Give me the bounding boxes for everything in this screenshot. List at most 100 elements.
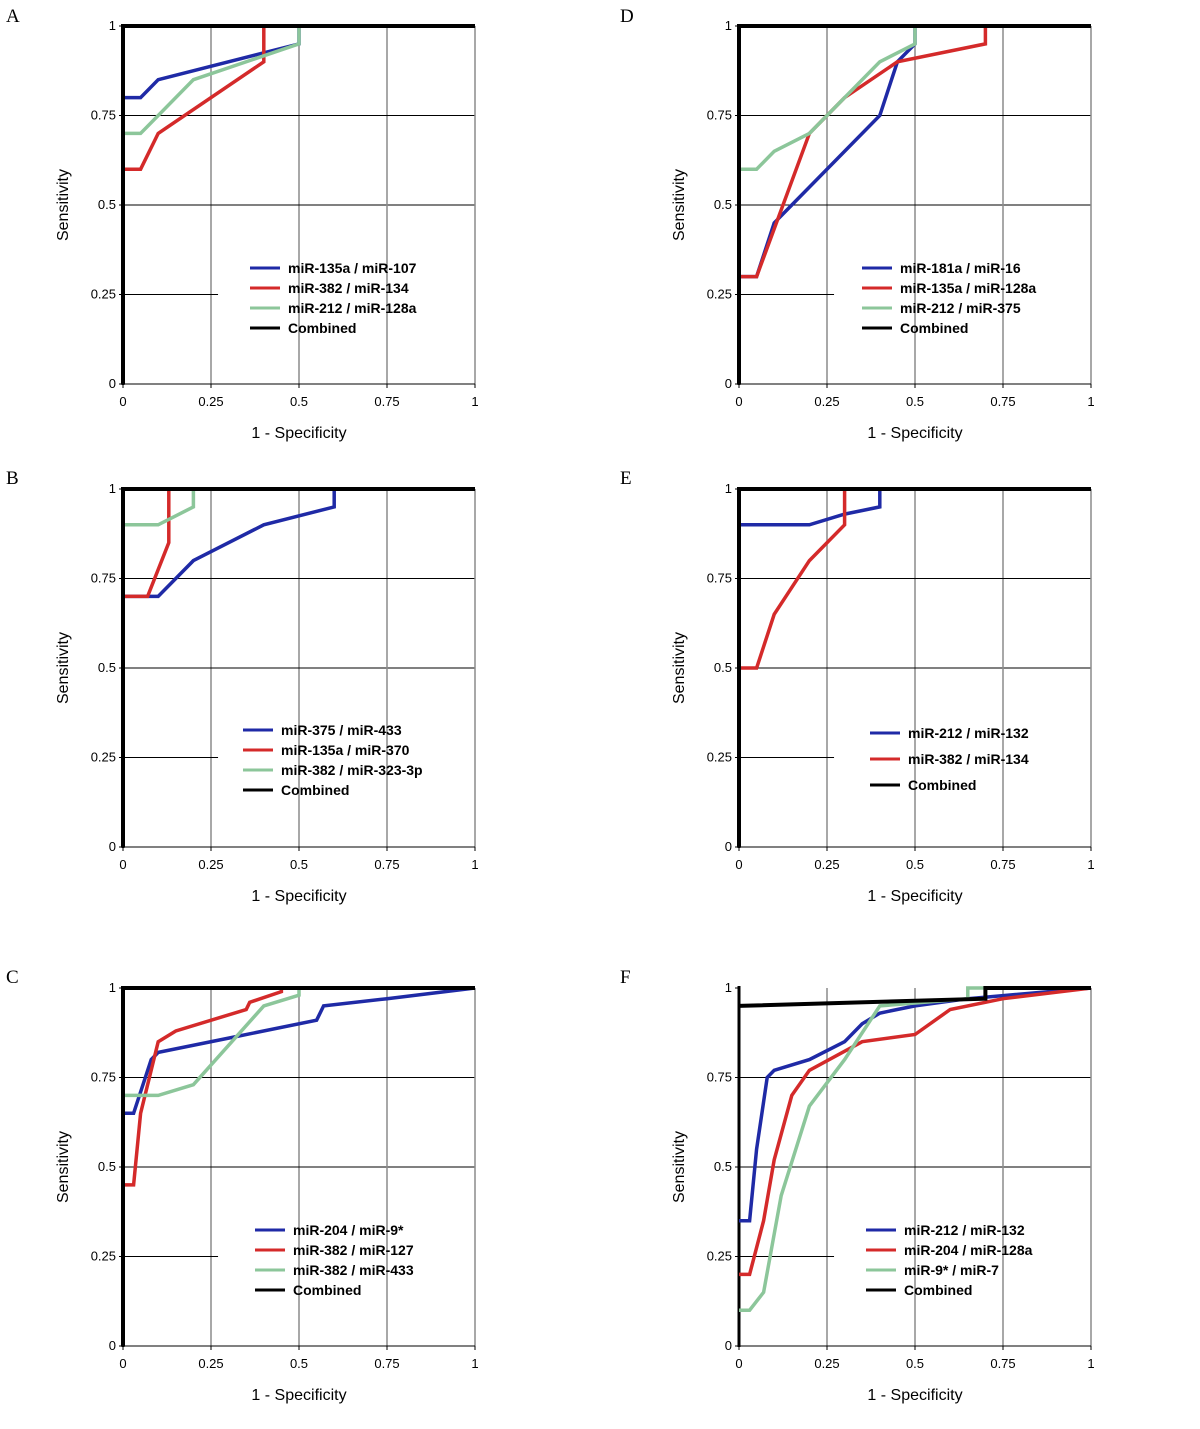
x-tick-label: 0.25 bbox=[198, 857, 223, 872]
y-tick-label: 0.75 bbox=[707, 571, 732, 586]
series-line-combined bbox=[738, 986, 1091, 1008]
x-tick-label: 1 bbox=[1087, 394, 1094, 409]
legend-entry: miR-382 / miR-433 bbox=[293, 1262, 414, 1278]
y-tick-label: 0.75 bbox=[91, 571, 116, 586]
y-tick-label: 0 bbox=[725, 1338, 732, 1353]
x-tick-label: 0 bbox=[119, 857, 126, 872]
legend-entry: Combined bbox=[281, 782, 349, 798]
series-line-combined bbox=[737, 24, 1091, 384]
legend-entry: miR-212 / miR-132 bbox=[908, 725, 1029, 741]
y-axis-label: Sensitivity bbox=[671, 632, 688, 704]
x-tick-label: 0.5 bbox=[906, 394, 924, 409]
x-tick-label: 0.75 bbox=[990, 394, 1015, 409]
legend-entry: Combined bbox=[904, 1282, 972, 1298]
panel-a: A 0 0.25 0.5 0.75 1 0 0.25 0.5 0.75 1 1 - Specifici… bbox=[6, 6, 479, 442]
y-tick-label: 1 bbox=[109, 980, 116, 995]
legend-entry: miR-382 / miR-127 bbox=[293, 1242, 414, 1258]
series-line-combined bbox=[737, 487, 1091, 847]
x-tick-label: 0.5 bbox=[906, 1356, 924, 1371]
x-tick-label: 0 bbox=[119, 394, 126, 409]
x-tick-label: 0 bbox=[119, 1356, 126, 1371]
x-tick-label: 0 bbox=[735, 394, 742, 409]
legend-entry: Combined bbox=[288, 320, 356, 336]
x-tick-label: 1 bbox=[471, 394, 478, 409]
y-axis-label: Sensitivity bbox=[671, 1131, 688, 1203]
series-line-mir-212-mir-375 bbox=[739, 24, 1091, 171]
y-tick-label: 0 bbox=[109, 839, 116, 854]
legend-entry: miR-204 / miR-9* bbox=[293, 1222, 404, 1238]
y-tick-label: 0 bbox=[109, 1338, 116, 1353]
x-axis-label: 1 - Specificity bbox=[867, 888, 962, 905]
legend-entry: miR-135a / miR-107 bbox=[288, 260, 417, 276]
x-axis-label: 1 - Specificity bbox=[251, 1387, 346, 1404]
legend-entry: miR-135a / miR-370 bbox=[281, 742, 410, 758]
legend-entry: miR-9* / miR-7 bbox=[904, 1262, 999, 1278]
x-tick-label: 0.75 bbox=[374, 1356, 399, 1371]
x-tick-label: 0.75 bbox=[990, 1356, 1015, 1371]
y-tick-label: 1 bbox=[109, 481, 116, 496]
y-axis-label: Sensitivity bbox=[55, 632, 72, 704]
x-tick-label: 0 bbox=[735, 1356, 742, 1371]
y-tick-label: 0.5 bbox=[98, 197, 116, 212]
series-line-combined bbox=[121, 986, 475, 1346]
y-axis-label: Sensitivity bbox=[671, 169, 688, 241]
y-tick-label: 1 bbox=[109, 18, 116, 33]
legend-entry: Combined bbox=[908, 777, 976, 793]
y-axis-label: Sensitivity bbox=[55, 1131, 72, 1203]
x-tick-label: 0.75 bbox=[990, 857, 1015, 872]
x-tick-label: 1 bbox=[1087, 857, 1094, 872]
x-tick-label: 0.25 bbox=[814, 857, 839, 872]
y-tick-label: 0 bbox=[109, 376, 116, 391]
y-tick-label: 0.25 bbox=[707, 1249, 732, 1264]
y-tick-label: 0.5 bbox=[98, 1159, 116, 1174]
panel-letter: F bbox=[620, 967, 631, 988]
x-tick-label: 0.5 bbox=[290, 394, 308, 409]
panel-e: E 0 0.25 0.5 0.75 1 0 0.25 0.5 0.75 1 1 - Specifici… bbox=[620, 468, 1095, 905]
legend-entry: miR-382 / miR-134 bbox=[908, 751, 1029, 767]
x-tick-label: 1 bbox=[471, 1356, 478, 1371]
legend-entry: miR-212 / miR-128a bbox=[288, 300, 417, 316]
panel-letter: D bbox=[620, 6, 634, 27]
legend-entry: Combined bbox=[293, 1282, 361, 1298]
panel-c: C 0 0.25 0.5 0.75 1 0 0.25 0.5 0.75 1 1 - Specifici… bbox=[6, 967, 479, 1404]
y-tick-label: 0.25 bbox=[707, 750, 732, 765]
y-tick-label: 1 bbox=[725, 980, 732, 995]
x-tick-label: 0.25 bbox=[814, 394, 839, 409]
y-tick-label: 0.75 bbox=[91, 1070, 116, 1085]
y-tick-label: 0.25 bbox=[91, 750, 116, 765]
x-axis-label: 1 - Specificity bbox=[867, 1387, 962, 1404]
x-axis-label: 1 - Specificity bbox=[251, 425, 346, 442]
legend-entry: miR-135a / miR-128a bbox=[900, 280, 1036, 296]
legend-entry: miR-212 / miR-375 bbox=[900, 300, 1021, 316]
x-tick-label: 0.5 bbox=[290, 857, 308, 872]
x-tick-label: 0.25 bbox=[198, 1356, 223, 1371]
y-tick-label: 0.75 bbox=[707, 1070, 732, 1085]
y-tick-label: 0 bbox=[725, 376, 732, 391]
legend-entry: miR-204 / miR-128a bbox=[904, 1242, 1033, 1258]
x-axis-label: 1 - Specificity bbox=[867, 425, 962, 442]
series-line-mir-135a-mir-128a bbox=[739, 24, 1091, 279]
x-tick-label: 0.25 bbox=[198, 394, 223, 409]
y-tick-label: 0.75 bbox=[91, 108, 116, 123]
x-tick-label: 0.75 bbox=[374, 857, 399, 872]
y-tick-label: 0.5 bbox=[98, 660, 116, 675]
x-tick-label: 0.25 bbox=[814, 1356, 839, 1371]
y-tick-label: 0.5 bbox=[714, 1159, 732, 1174]
y-tick-label: 0.5 bbox=[714, 660, 732, 675]
y-tick-label: 0.5 bbox=[714, 197, 732, 212]
panel-letter: E bbox=[620, 468, 632, 489]
legend-entry: miR-375 / miR-433 bbox=[281, 722, 402, 738]
y-tick-label: 0.25 bbox=[91, 287, 116, 302]
panel-b: B 0 0.25 0.5 0.75 1 0 0.25 0.5 0.75 1 1 - Specifici… bbox=[6, 468, 479, 905]
panel-letter: C bbox=[6, 967, 19, 988]
y-tick-label: 0.75 bbox=[707, 108, 732, 123]
panel-letter: A bbox=[6, 6, 20, 27]
series-line-mir-212-mir-132 bbox=[739, 986, 1092, 1223]
y-tick-label: 1 bbox=[725, 481, 732, 496]
legend-entry: miR-181a / miR-16 bbox=[900, 260, 1021, 276]
legend-entry: miR-382 / miR-134 bbox=[288, 280, 409, 296]
x-tick-label: 0 bbox=[735, 857, 742, 872]
series-line-mir-9-mir-7 bbox=[739, 986, 1091, 1312]
legend-entry: Combined bbox=[900, 320, 968, 336]
